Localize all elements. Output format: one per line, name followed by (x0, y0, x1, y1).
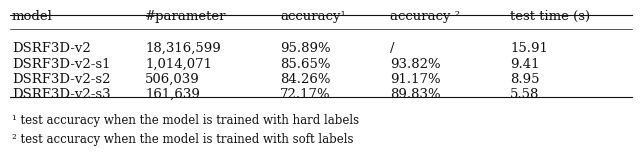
Text: accuracy ²: accuracy ² (390, 10, 460, 23)
Text: 91.17%: 91.17% (390, 73, 440, 86)
Text: #parameter: #parameter (145, 10, 227, 23)
Text: 1,014,071: 1,014,071 (145, 58, 212, 71)
Text: 85.65%: 85.65% (280, 58, 330, 71)
Text: 89.83%: 89.83% (390, 88, 440, 101)
Text: 84.26%: 84.26% (280, 73, 330, 86)
Text: DSRF3D-v2-s2: DSRF3D-v2-s2 (12, 73, 111, 86)
Text: ² test accuracy when the model is trained with soft labels: ² test accuracy when the model is traine… (12, 133, 353, 146)
Text: model: model (12, 10, 53, 23)
Text: 93.82%: 93.82% (390, 58, 440, 71)
Text: /: / (390, 42, 394, 55)
Text: 9.41: 9.41 (510, 58, 540, 71)
Text: 72.17%: 72.17% (280, 88, 331, 101)
Text: 161,639: 161,639 (145, 88, 200, 101)
Text: 506,039: 506,039 (145, 73, 200, 86)
Text: 8.95: 8.95 (510, 73, 540, 86)
Text: DSRF3D-v2-s1: DSRF3D-v2-s1 (12, 58, 111, 71)
Text: DSRF3D-v2-s3: DSRF3D-v2-s3 (12, 88, 111, 101)
Text: ¹ test accuracy when the model is trained with hard labels: ¹ test accuracy when the model is traine… (12, 114, 359, 127)
Text: 95.89%: 95.89% (280, 42, 331, 55)
Text: test time (s): test time (s) (510, 10, 590, 23)
Text: accuracy¹: accuracy¹ (280, 10, 346, 23)
Text: 18,316,599: 18,316,599 (145, 42, 221, 55)
Text: 5.58: 5.58 (510, 88, 540, 101)
Text: 15.91: 15.91 (510, 42, 548, 55)
Text: DSRF3D-v2: DSRF3D-v2 (12, 42, 91, 55)
